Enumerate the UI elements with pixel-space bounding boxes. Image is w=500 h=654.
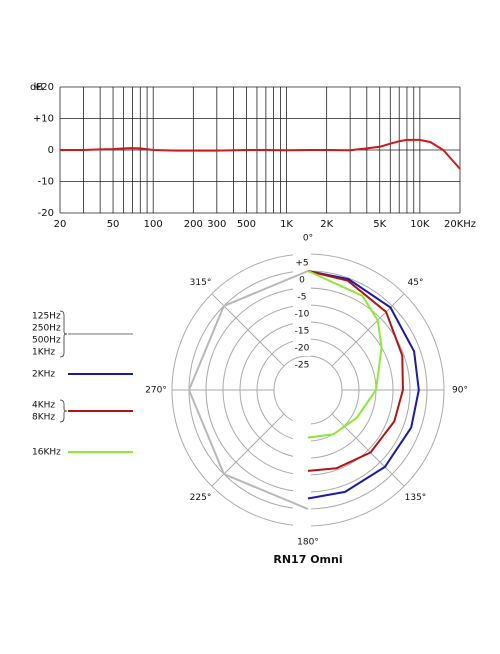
radial-tick-label: -25 xyxy=(295,361,310,371)
label-strip xyxy=(293,250,311,356)
radial-tick-label: -10 xyxy=(295,310,310,320)
y-tick-label: +10 xyxy=(33,114,54,125)
x-tick-label: 1K xyxy=(280,219,293,230)
x-tick-label: 2K xyxy=(320,219,333,230)
legend-label: 16KHz xyxy=(32,448,61,458)
legend-label: 500Hz xyxy=(32,336,61,346)
angle-label: 180° xyxy=(297,538,319,548)
polar-curve xyxy=(307,270,420,500)
legend-brace xyxy=(59,399,68,423)
legend-label: 1KHz xyxy=(32,348,55,358)
x-tick-label: 50 xyxy=(107,219,120,230)
legend-label: 125Hz xyxy=(32,312,61,322)
radial-tick-label: +5 xyxy=(295,259,308,269)
angle-label: 135° xyxy=(405,493,427,503)
x-tick-label: 5K xyxy=(373,219,386,230)
y-tick-label: +20 xyxy=(33,82,54,93)
legend-label: 250Hz xyxy=(32,324,61,334)
angle-label: 315° xyxy=(190,278,212,288)
angle-label: 0° xyxy=(303,234,313,244)
legend-label: 2KHz xyxy=(32,370,55,380)
legend-label: 4KHz xyxy=(32,401,55,411)
legend-label: 8KHz xyxy=(32,413,55,423)
y-tick-label: -20 xyxy=(38,208,54,219)
x-tick-label: 10K xyxy=(410,219,430,230)
legend-brace xyxy=(59,310,68,358)
x-tick-label: 100 xyxy=(144,219,163,230)
radial-tick-label: -20 xyxy=(295,344,310,354)
radial-tick-label: -15 xyxy=(295,327,310,337)
angle-label: 45° xyxy=(408,278,424,288)
x-tick-label: 20KHz xyxy=(444,219,476,230)
y-tick-label: 0 xyxy=(48,145,54,156)
polar-curve xyxy=(307,270,383,439)
polar-curve xyxy=(307,270,404,472)
x-tick-label: 500 xyxy=(237,219,256,230)
y-axis-label: dB xyxy=(30,82,43,93)
radial-tick-label: 0 xyxy=(299,276,305,286)
x-tick-label: 20 xyxy=(54,219,67,230)
radial-tick-label: -5 xyxy=(298,293,307,303)
chart-title: RN17 Omni xyxy=(273,553,342,566)
polar-curve xyxy=(188,270,309,510)
response-line xyxy=(60,138,461,170)
label-strip xyxy=(293,416,311,530)
angle-label: 225° xyxy=(190,493,212,503)
y-tick-label: -10 xyxy=(38,177,54,188)
x-tick-label: 300 xyxy=(207,219,226,230)
angle-label: 270° xyxy=(145,386,167,396)
x-tick-label: 200 xyxy=(184,219,203,230)
angle-label: 90° xyxy=(452,386,468,396)
